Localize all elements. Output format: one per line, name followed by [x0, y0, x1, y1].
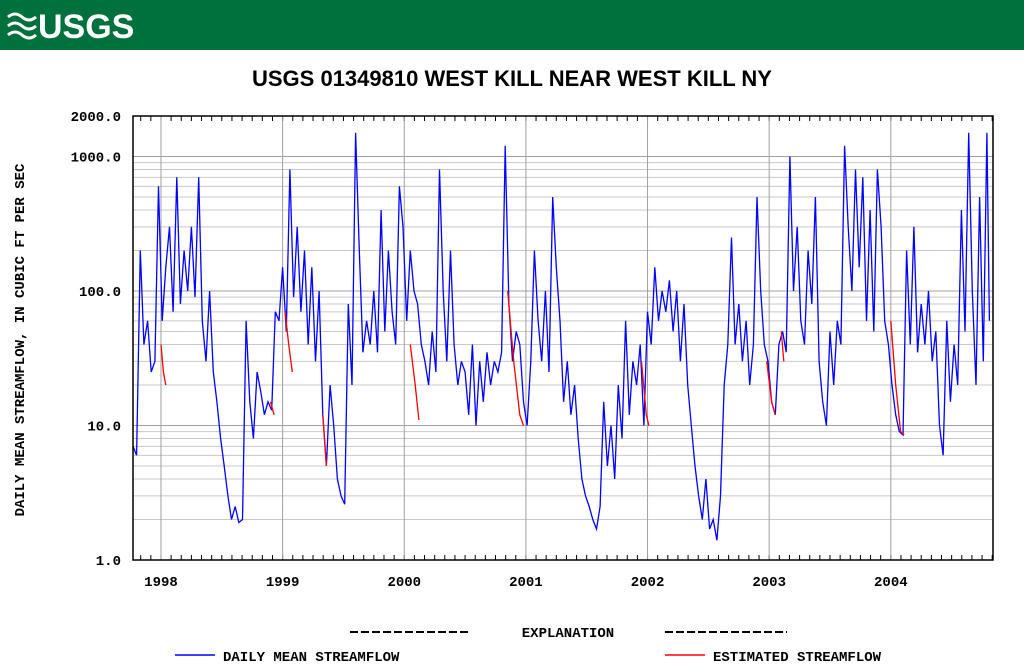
chart-title: USGS 01349810 WEST KILL NEAR WEST KILL N… [252, 66, 772, 91]
y-tick-label: 10.0 [87, 419, 121, 435]
x-tick-label: 2003 [752, 575, 786, 591]
x-tick-label: 2004 [874, 575, 908, 591]
x-tick-label: 2001 [509, 575, 543, 591]
logo-icon [7, 12, 37, 40]
x-tick-label: 1998 [144, 575, 178, 591]
data-line [132, 132, 991, 541]
y-axis-label: DAILY MEAN STREAMFLOW, IN CUBIC FT PER S… [13, 163, 29, 516]
header-bar [0, 0, 1024, 50]
data-line [160, 290, 905, 467]
y-tick-label: 1.0 [96, 554, 121, 570]
legend-label: ESTIMATED STREAMFLOW [713, 650, 882, 666]
x-tick-label: 2000 [387, 575, 421, 591]
legend-title: EXPLANATION [522, 626, 614, 642]
y-tick-label: 2000.0 [71, 110, 121, 126]
x-tick-label: 1999 [266, 575, 300, 591]
x-tick-label: 2002 [631, 575, 665, 591]
y-tick-label: 100.0 [79, 285, 121, 301]
legend-label: DAILY MEAN STREAMFLOW [223, 650, 400, 666]
plot-frame [132, 115, 994, 561]
y-tick-label: 1000.0 [71, 150, 121, 166]
logo-text: USGS [38, 8, 134, 46]
